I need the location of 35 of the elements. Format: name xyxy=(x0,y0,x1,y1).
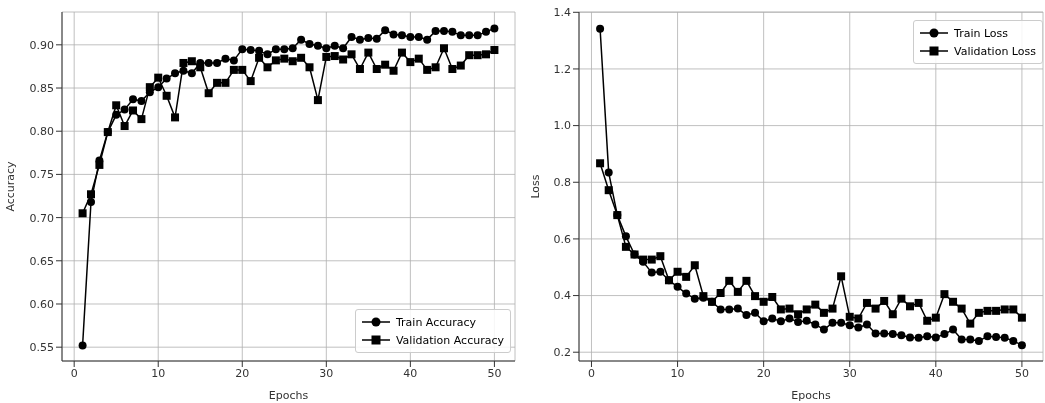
x-axis-title: Epochs xyxy=(791,389,831,402)
legend-label: Train Loss xyxy=(954,26,1009,40)
y-tick-label: 1.2 xyxy=(553,62,571,76)
x-tick-label: 20 xyxy=(235,366,250,380)
y-axis-title: Loss xyxy=(528,174,542,199)
y-tick-label: 0.2 xyxy=(553,346,571,360)
x-tick-label: 30 xyxy=(842,366,857,380)
legend-label: Validation Loss xyxy=(954,44,1036,58)
x-tick-label: 30 xyxy=(319,366,334,380)
y-tick-label: 0.75 xyxy=(29,168,54,182)
y-tick-label: 0.65 xyxy=(29,254,54,268)
x-tick-label: 40 xyxy=(403,366,418,380)
x-tick-label: 40 xyxy=(928,366,943,380)
y-tick-label: 0.80 xyxy=(29,125,54,139)
x-tick-label: 50 xyxy=(487,366,502,380)
y-tick-label: 0.6 xyxy=(553,232,571,246)
y-tick-label: 1.4 xyxy=(553,6,571,20)
x-tick-label: 10 xyxy=(151,366,166,380)
x-tick-label: 10 xyxy=(670,366,685,380)
y-axis-title: Accuracy xyxy=(3,160,17,212)
y-tick-label: 0.70 xyxy=(29,211,54,225)
x-axis-title: Epochs xyxy=(268,389,309,402)
x-tick-label: 0 xyxy=(70,366,78,380)
y-tick-label: 0.55 xyxy=(29,341,54,355)
x-tick-label: 50 xyxy=(1014,366,1029,380)
y-tick-label: 0.60 xyxy=(29,297,54,311)
x-tick-label: 0 xyxy=(587,366,595,380)
y-tick-label: 0.90 xyxy=(29,38,54,52)
y-tick-label: 1.0 xyxy=(553,119,571,133)
y-tick-label: 0.4 xyxy=(553,289,571,303)
y-tick-label: 0.8 xyxy=(553,176,571,190)
x-tick-label: 20 xyxy=(756,366,771,380)
legend-label: Validation Accuracy xyxy=(395,333,504,347)
legend-label: Train Accuracy xyxy=(395,315,477,329)
y-tick-label: 0.85 xyxy=(29,81,54,95)
